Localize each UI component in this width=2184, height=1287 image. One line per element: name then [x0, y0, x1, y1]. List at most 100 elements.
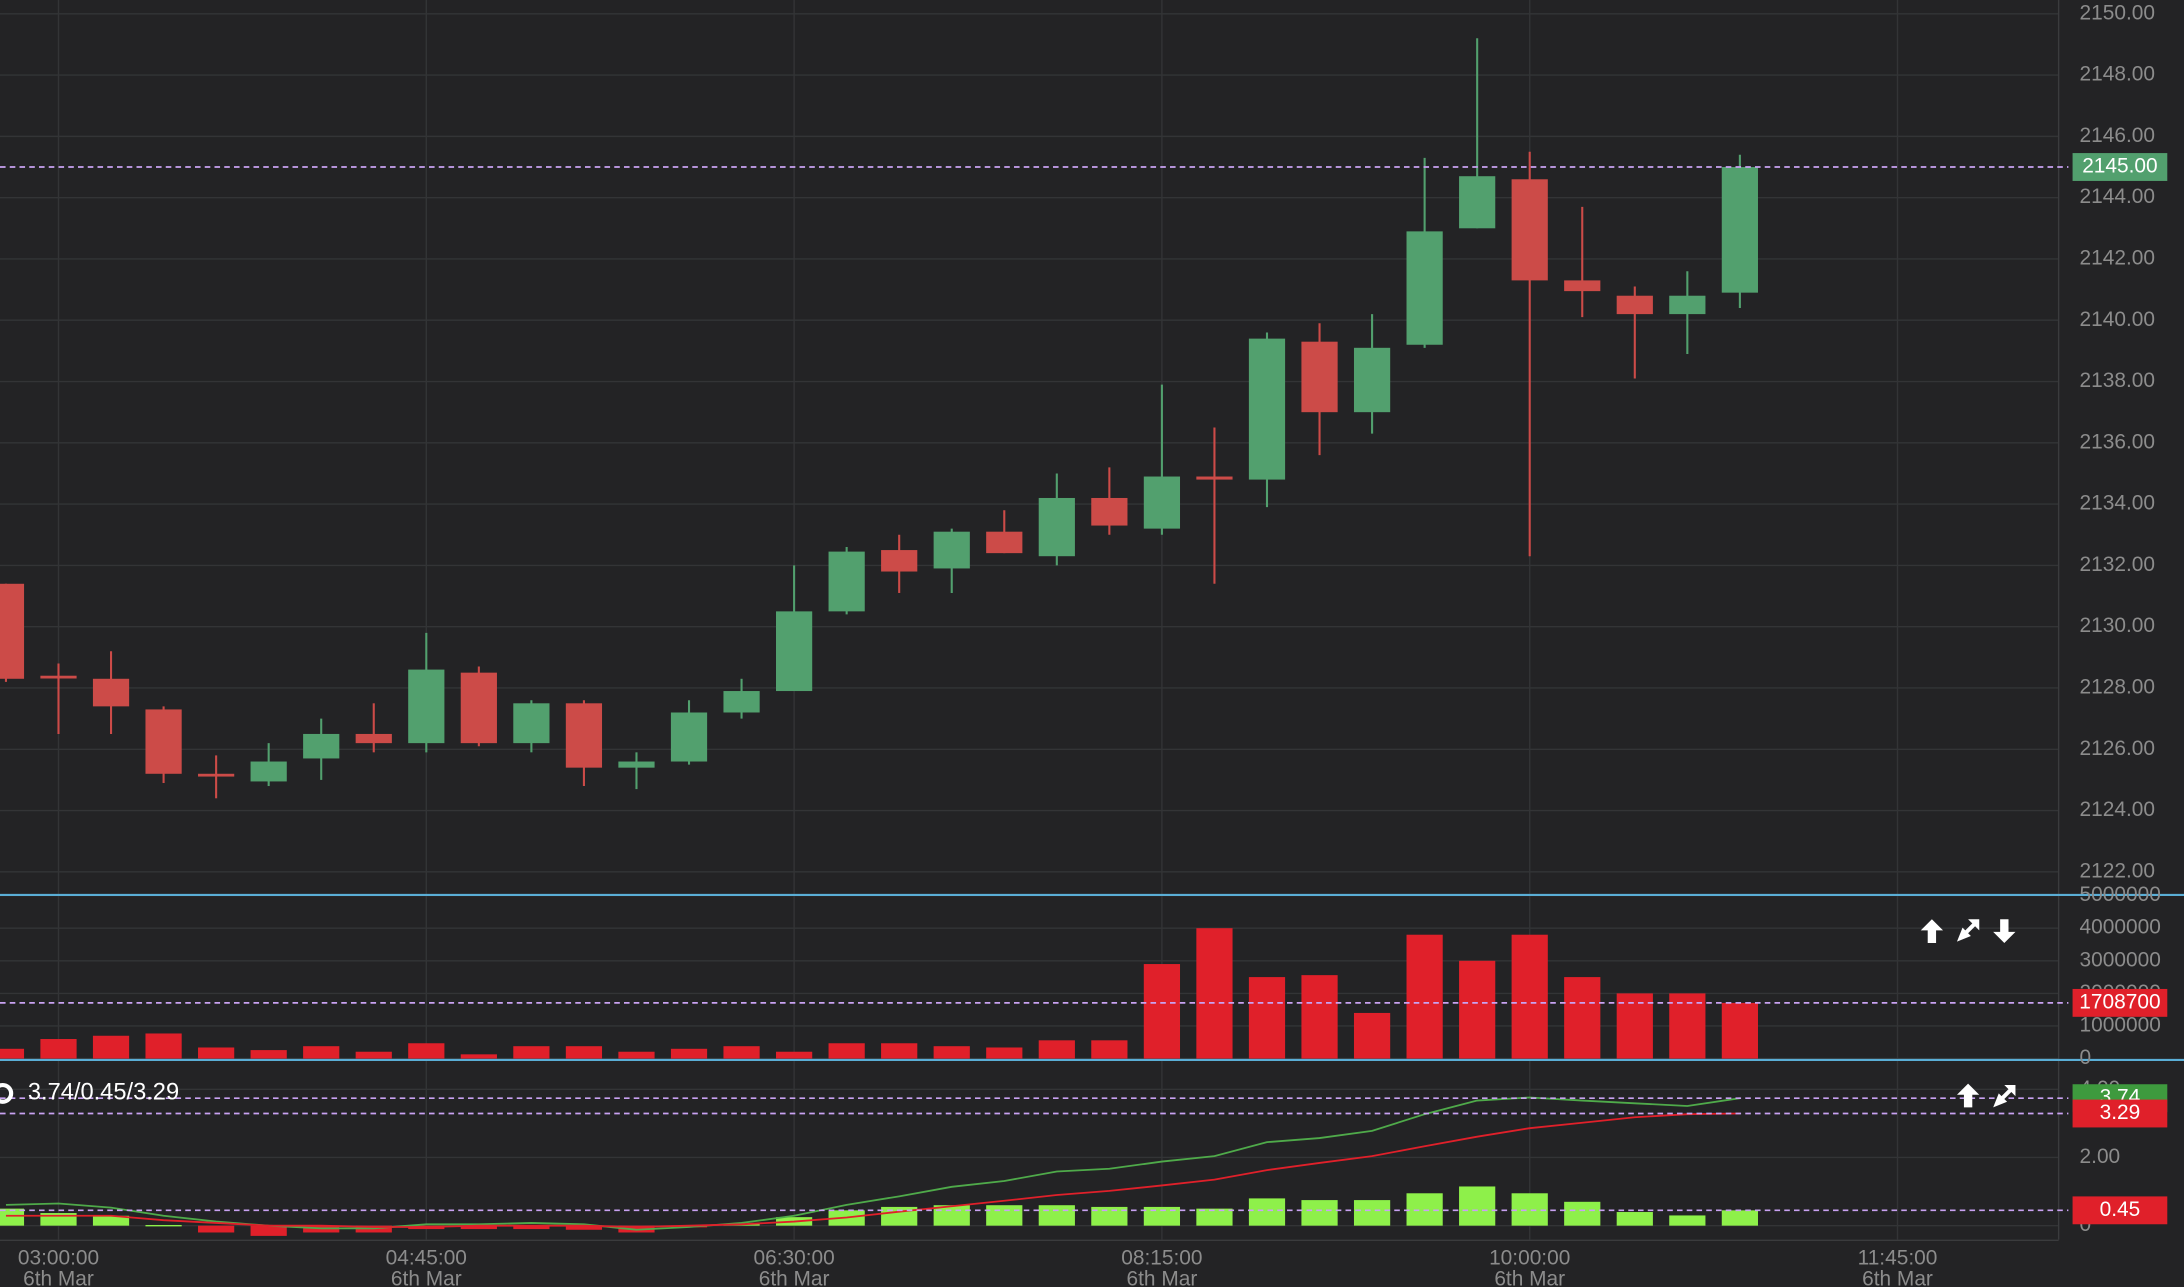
- volume-bar: [1353, 1012, 1391, 1059]
- y-tick-label: 4000000: [2080, 916, 2161, 939]
- volume-bar: [460, 1054, 497, 1059]
- histogram-bar: [460, 1225, 497, 1230]
- volume-bar: [1616, 993, 1653, 1059]
- candle-body: [1353, 347, 1391, 413]
- x-tick-date: 6th Mar: [1127, 1268, 1198, 1287]
- marks: [0, 38, 1758, 1236]
- volume-bar: [513, 1046, 550, 1059]
- volume-bar: [618, 1051, 655, 1059]
- y-tick-label: 2128.00: [2080, 675, 2155, 698]
- expand-icon[interactable]: [1956, 919, 1980, 942]
- candle-body: [723, 691, 760, 713]
- grid: [0, 0, 2059, 1240]
- volume-bar: [145, 1033, 182, 1059]
- y-tick-label: 2134.00: [2080, 492, 2155, 515]
- volume-bar: [1721, 1002, 1758, 1059]
- volume-bar: [933, 1046, 970, 1059]
- y-tick-label: 2150.00: [2080, 1, 2155, 24]
- x-tick-date: 6th Mar: [23, 1268, 94, 1287]
- candle-body: [1248, 338, 1286, 480]
- candle-body: [933, 531, 970, 569]
- candle-body: [1301, 341, 1338, 413]
- histogram-bar: [1301, 1200, 1338, 1226]
- histogram-bar: [1616, 1212, 1653, 1226]
- x-tick-label: 08:15:00: [1121, 1247, 1202, 1270]
- panel-tools[interactable]: [1920, 919, 2016, 1108]
- candle-body: [513, 703, 550, 744]
- histogram-bar: [1038, 1205, 1075, 1226]
- histogram-bar: [1248, 1198, 1286, 1226]
- candle-body: [1406, 231, 1443, 345]
- volume-bar: [670, 1048, 708, 1059]
- candle-body: [1616, 295, 1653, 315]
- candle-body: [565, 703, 603, 768]
- volume-bar: [1669, 993, 1706, 1059]
- y-tick-label: 1000000: [2080, 1013, 2161, 1036]
- y-tick-label: 2146.00: [2080, 124, 2155, 147]
- volume-bar: [408, 1043, 445, 1059]
- candle-body: [1143, 476, 1181, 529]
- x-tick-date: 6th Mar: [391, 1268, 462, 1287]
- volume-bar: [723, 1046, 760, 1059]
- candle-body: [460, 672, 497, 744]
- y-tick-label: 2144.00: [2080, 185, 2155, 208]
- x-tick-date: 6th Mar: [1494, 1268, 1565, 1287]
- y-tick-label: 0: [2080, 1213, 2092, 1236]
- candle-body: [1511, 179, 1548, 281]
- candle-body: [198, 773, 235, 777]
- current-value-label: 3.29: [2100, 1101, 2141, 1124]
- y-tick-label: 0: [2080, 1046, 2092, 1069]
- move-up-icon[interactable]: [1956, 1083, 1980, 1108]
- histogram-bar: [986, 1205, 1023, 1226]
- volume-bar: [1406, 934, 1443, 1059]
- volume-bar: [92, 1035, 130, 1059]
- y-tick-label: 2132.00: [2080, 553, 2155, 576]
- y-tick-label: 2136.00: [2080, 430, 2155, 453]
- volume-bar: [1564, 977, 1601, 1059]
- candle-body: [1669, 295, 1706, 315]
- current-value-box: [2072, 1196, 2168, 1225]
- candle-body: [670, 712, 708, 762]
- current-value-label: 1708700: [2079, 990, 2160, 1013]
- y-tick-label: 2140.00: [2080, 308, 2155, 331]
- histogram-bar: [1669, 1215, 1706, 1226]
- volume-bar: [355, 1051, 392, 1059]
- volume-bar: [303, 1046, 340, 1059]
- candle-body: [986, 531, 1023, 554]
- histogram-bar: [1564, 1201, 1601, 1226]
- x-tick-label: 11:45:00: [1858, 1247, 1938, 1270]
- histogram-bar: [1091, 1206, 1128, 1226]
- y-tick-label: 2138.00: [2080, 369, 2155, 392]
- y-tick-label: 2.00: [2080, 1145, 2121, 1168]
- volume-bar: [1248, 977, 1286, 1059]
- histogram-bar: [513, 1225, 550, 1230]
- candle-body: [92, 678, 130, 707]
- move-down-icon[interactable]: [1993, 919, 2016, 943]
- expand-icon[interactable]: [1993, 1085, 2016, 1108]
- y-tick-label: 2130.00: [2080, 614, 2155, 637]
- volume-bar: [881, 1043, 918, 1059]
- candle-body: [775, 611, 813, 692]
- candle-body: [1091, 497, 1128, 526]
- candle-body: [1564, 280, 1601, 292]
- candle-body: [1038, 497, 1075, 557]
- current-value-label: 2145.00: [2082, 155, 2157, 178]
- candle-body: [618, 761, 655, 768]
- histogram-bar: [250, 1225, 287, 1236]
- current-value-box: [2072, 1099, 2168, 1128]
- volume-bar: [1511, 934, 1548, 1059]
- volume-bar: [1196, 928, 1233, 1059]
- histogram-bar: [1406, 1193, 1443, 1226]
- candle-body: [1196, 476, 1233, 480]
- x-tick-date: 6th Mar: [1862, 1268, 1933, 1287]
- candle-body: [408, 669, 445, 744]
- volume-bar: [250, 1050, 287, 1059]
- volume-bar: [1091, 1040, 1128, 1059]
- move-up-icon[interactable]: [1920, 919, 1944, 943]
- histogram-bar: [1459, 1186, 1496, 1226]
- histogram-bar: [1196, 1208, 1233, 1226]
- histogram-bar: [145, 1224, 182, 1227]
- y-tick-label: 5000000: [2080, 883, 2161, 906]
- settings-icon[interactable]: [0, 1082, 14, 1104]
